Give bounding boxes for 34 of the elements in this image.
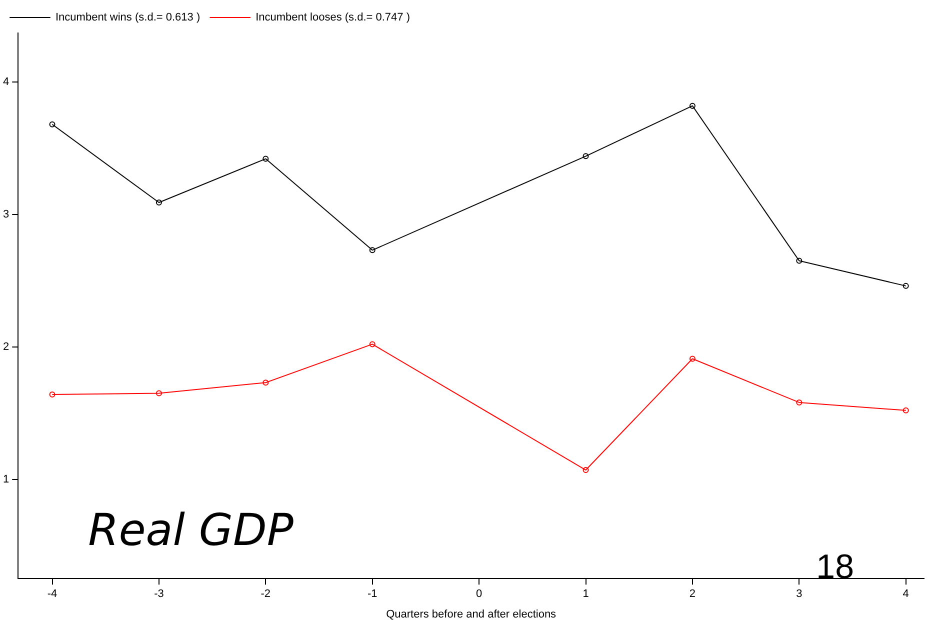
- x-tick-label: 4: [902, 588, 909, 600]
- x-tick-label: 0: [476, 588, 482, 600]
- y-tick-label: 4: [2, 76, 10, 88]
- annotation: Real GDP: [88, 505, 294, 556]
- x-axis-title: Quarters before and after elections: [386, 608, 557, 620]
- point: [262, 380, 269, 386]
- legend-label: Incumbent looses (s.d.= 0.747 ): [256, 12, 410, 24]
- point: [796, 399, 802, 406]
- point: [156, 200, 162, 206]
- point: [902, 407, 909, 414]
- point: [156, 390, 162, 396]
- annotation: 18: [816, 548, 854, 586]
- point: [689, 356, 696, 362]
- x-tick-label: -4: [47, 588, 58, 600]
- x-tick-label: -1: [367, 588, 378, 600]
- x-tick-label: -2: [260, 588, 271, 600]
- x-tick-label: 1: [582, 588, 589, 600]
- y-tick-label: 3: [2, 208, 10, 220]
- point: [262, 156, 269, 162]
- point: [689, 102, 696, 109]
- point: [796, 258, 802, 264]
- point: [369, 247, 376, 254]
- point: [49, 392, 56, 398]
- x-tick-label: -3: [154, 588, 164, 600]
- legend-label: Incumbent wins (s.d.= 0.613 ): [56, 12, 200, 24]
- point: [582, 467, 589, 474]
- point: [49, 121, 56, 128]
- x-tick-label: 2: [689, 588, 696, 600]
- x-tick-label: 3: [796, 588, 802, 600]
- y-tick-label: 2: [2, 340, 10, 353]
- y-tick-label: 1: [2, 473, 10, 486]
- point: [582, 153, 589, 160]
- point: [369, 341, 376, 348]
- point: [902, 282, 909, 289]
